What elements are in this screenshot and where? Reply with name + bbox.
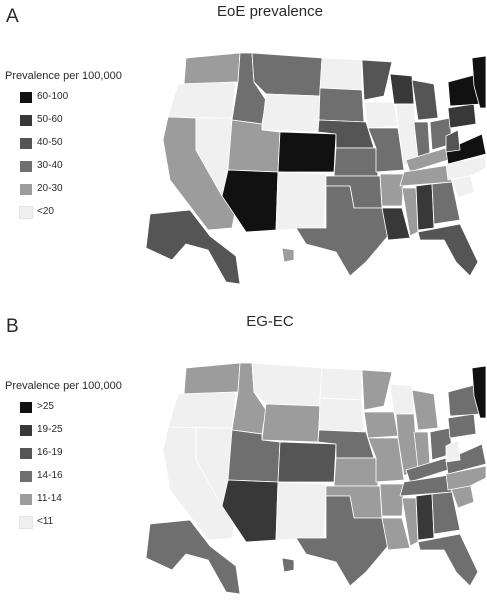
state-ak bbox=[145, 519, 241, 595]
state-mn bbox=[361, 369, 393, 411]
legend-label: >25 bbox=[37, 401, 54, 412]
state-wa bbox=[183, 52, 241, 85]
map-title: EoE prevalence bbox=[217, 3, 323, 20]
state-ar bbox=[379, 173, 405, 207]
state-fl bbox=[417, 223, 479, 277]
state-co bbox=[277, 131, 337, 173]
legend-swatch bbox=[20, 448, 32, 459]
legend-label: 30-40 bbox=[37, 160, 63, 171]
legend-title: Prevalence per 100,000 bbox=[5, 70, 122, 82]
state-ak bbox=[145, 209, 241, 285]
legend-swatch bbox=[20, 402, 32, 413]
state-va bbox=[445, 443, 487, 475]
state-mt bbox=[251, 362, 323, 407]
state-ks bbox=[333, 457, 379, 487]
state-tx bbox=[295, 185, 389, 277]
legend-swatch bbox=[20, 494, 32, 505]
panel-eg-ec: B EG-EC Prevalence per 100,000 >25 19-25 1… bbox=[0, 310, 487, 610]
panel-eoe: A EoE prevalence Prevalence per 100,000 … bbox=[0, 0, 487, 300]
legend-label: 60-100 bbox=[37, 91, 69, 102]
us-choropleth-map bbox=[145, 52, 487, 285]
state-wy bbox=[261, 403, 321, 443]
state-mt bbox=[251, 52, 323, 97]
legend-label: 40-50 bbox=[37, 137, 63, 148]
legend-swatch bbox=[20, 425, 32, 436]
state-mi bbox=[411, 389, 439, 431]
state-or bbox=[167, 391, 237, 429]
state-ks bbox=[333, 147, 379, 177]
state-ga bbox=[431, 181, 461, 225]
map-title: EG-EC bbox=[246, 313, 294, 330]
legend-label: 16-19 bbox=[37, 447, 63, 458]
panel-letter: A bbox=[6, 6, 19, 27]
legend-label: 14-16 bbox=[37, 470, 63, 481]
legend-title: Prevalence per 100,000 bbox=[5, 380, 122, 392]
state-co bbox=[277, 441, 337, 483]
state-nm bbox=[275, 481, 327, 541]
state-wi bbox=[389, 383, 415, 415]
state-fl bbox=[417, 533, 479, 587]
state-sd bbox=[318, 397, 365, 433]
state-tx bbox=[295, 495, 389, 587]
state-ne-us bbox=[471, 55, 487, 109]
legend-swatch bbox=[20, 161, 32, 172]
state-sd bbox=[318, 87, 365, 123]
state-ia bbox=[363, 101, 399, 129]
state-la bbox=[381, 207, 411, 241]
panel-letter: B bbox=[6, 316, 19, 337]
state-mo bbox=[367, 127, 405, 173]
state-wv bbox=[445, 439, 461, 463]
legend-swatch bbox=[20, 184, 32, 195]
state-wa bbox=[183, 362, 241, 395]
state-nd bbox=[319, 367, 363, 401]
state-ne-us bbox=[471, 365, 487, 419]
state-mo bbox=[367, 437, 405, 483]
state-nd bbox=[319, 57, 363, 91]
state-or bbox=[167, 81, 237, 119]
state-al bbox=[415, 493, 435, 541]
legend-label: <20 bbox=[37, 206, 54, 217]
legend-label: 19-25 bbox=[37, 424, 63, 435]
state-ga bbox=[431, 491, 461, 535]
legend-swatch bbox=[19, 206, 33, 219]
state-az bbox=[221, 479, 279, 543]
legend-label: <11 bbox=[37, 516, 54, 527]
state-ia bbox=[363, 411, 399, 439]
state-pa bbox=[447, 103, 477, 129]
legend-label: 11-14 bbox=[37, 493, 62, 504]
state-va bbox=[445, 133, 487, 165]
state-wy bbox=[261, 93, 321, 133]
state-wi bbox=[389, 73, 415, 105]
state-nm bbox=[275, 171, 327, 231]
state-al bbox=[415, 183, 435, 231]
us-choropleth-map bbox=[145, 362, 487, 595]
legend-swatch bbox=[20, 471, 32, 482]
state-mn bbox=[361, 59, 393, 101]
legend-label: 20-30 bbox=[37, 183, 63, 194]
legend-swatch bbox=[20, 92, 32, 103]
legend-swatch bbox=[20, 115, 32, 126]
legend-label: 50-60 bbox=[37, 114, 63, 125]
state-az bbox=[221, 169, 279, 233]
state-la bbox=[381, 517, 411, 551]
state-pa bbox=[447, 413, 477, 439]
state-hi bbox=[281, 557, 295, 573]
state-wv bbox=[445, 129, 461, 153]
state-mi bbox=[411, 79, 439, 121]
state-ar bbox=[379, 483, 405, 517]
legend-swatch bbox=[20, 138, 32, 149]
state-hi bbox=[281, 247, 295, 263]
legend-swatch bbox=[19, 516, 33, 529]
